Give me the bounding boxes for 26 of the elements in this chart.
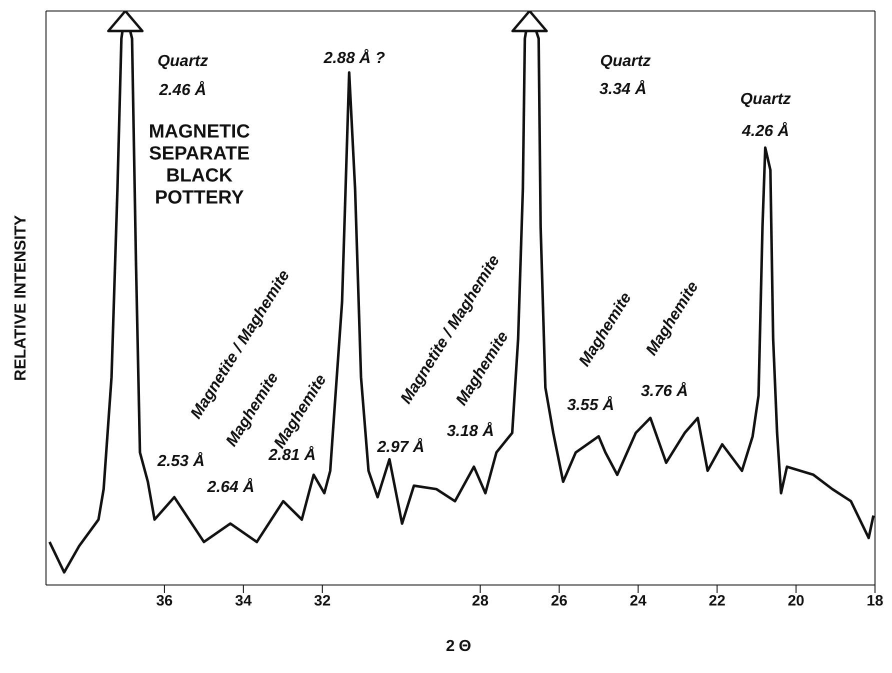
x-tick-label: 32 — [314, 592, 331, 610]
y-axis-title: RELATIVE INTENSITY — [12, 214, 30, 381]
text: MAGNETIC SEPARATE BLACK POTTERY — [148, 121, 250, 208]
annotation: 2.97 Å — [377, 438, 424, 457]
annotation: Quartz — [740, 90, 791, 109]
annotation: 3.76 Å — [640, 382, 688, 401]
annotation: Quartz — [600, 52, 651, 70]
annotation: 2.64 Å — [207, 478, 254, 497]
annotation: 3.18 Å — [446, 423, 494, 442]
x-tick-label: 22 — [708, 592, 726, 610]
x-tick-label: 20 — [788, 592, 804, 610]
annotation: 4.26 Å — [742, 123, 790, 142]
annotation: Quartz — [157, 52, 208, 70]
annotation: 3.34 Å — [599, 81, 647, 100]
annotation: 2.53 Å — [158, 453, 205, 472]
x-tick-label: 28 — [472, 592, 489, 610]
annotation: 3.55 Å — [567, 396, 614, 415]
x-tick-label: 24 — [630, 592, 648, 610]
x-tick-label: 34 — [235, 592, 252, 610]
x-tick-label: 36 — [156, 592, 173, 610]
x-tick-label: 18 — [866, 592, 884, 610]
x-tick-label: 26 — [550, 592, 568, 610]
annotation: 2.46 Å — [159, 82, 206, 100]
x-axis-title: 2Θ — [446, 638, 476, 655]
annotation: 2.81 Å — [268, 447, 316, 466]
annotation: 2.88 Å ? — [324, 50, 386, 68]
